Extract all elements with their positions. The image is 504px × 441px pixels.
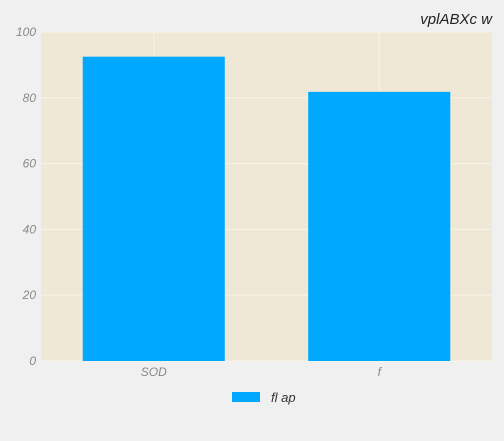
x-tick-label: f xyxy=(378,365,383,379)
legend-label: fl ap xyxy=(271,390,296,405)
x-axis-ticks: SOD f xyxy=(141,365,383,379)
x-tick-label: SOD xyxy=(141,365,167,379)
chart-title: vplABXc w xyxy=(420,11,493,28)
bar xyxy=(308,92,450,361)
bar xyxy=(83,57,225,361)
y-tick-label: 80 xyxy=(23,91,37,105)
y-tick-label: 20 xyxy=(22,288,37,302)
legend[interactable]: fl ap xyxy=(232,390,296,405)
y-tick-label: 0 xyxy=(29,354,36,368)
y-tick-label: 100 xyxy=(16,25,36,39)
y-tick-label: 40 xyxy=(23,222,37,236)
y-axis-ticks: 0 20 40 60 80 100 xyxy=(16,25,36,368)
legend-swatch xyxy=(232,392,260,402)
y-tick-label: 60 xyxy=(23,157,37,171)
